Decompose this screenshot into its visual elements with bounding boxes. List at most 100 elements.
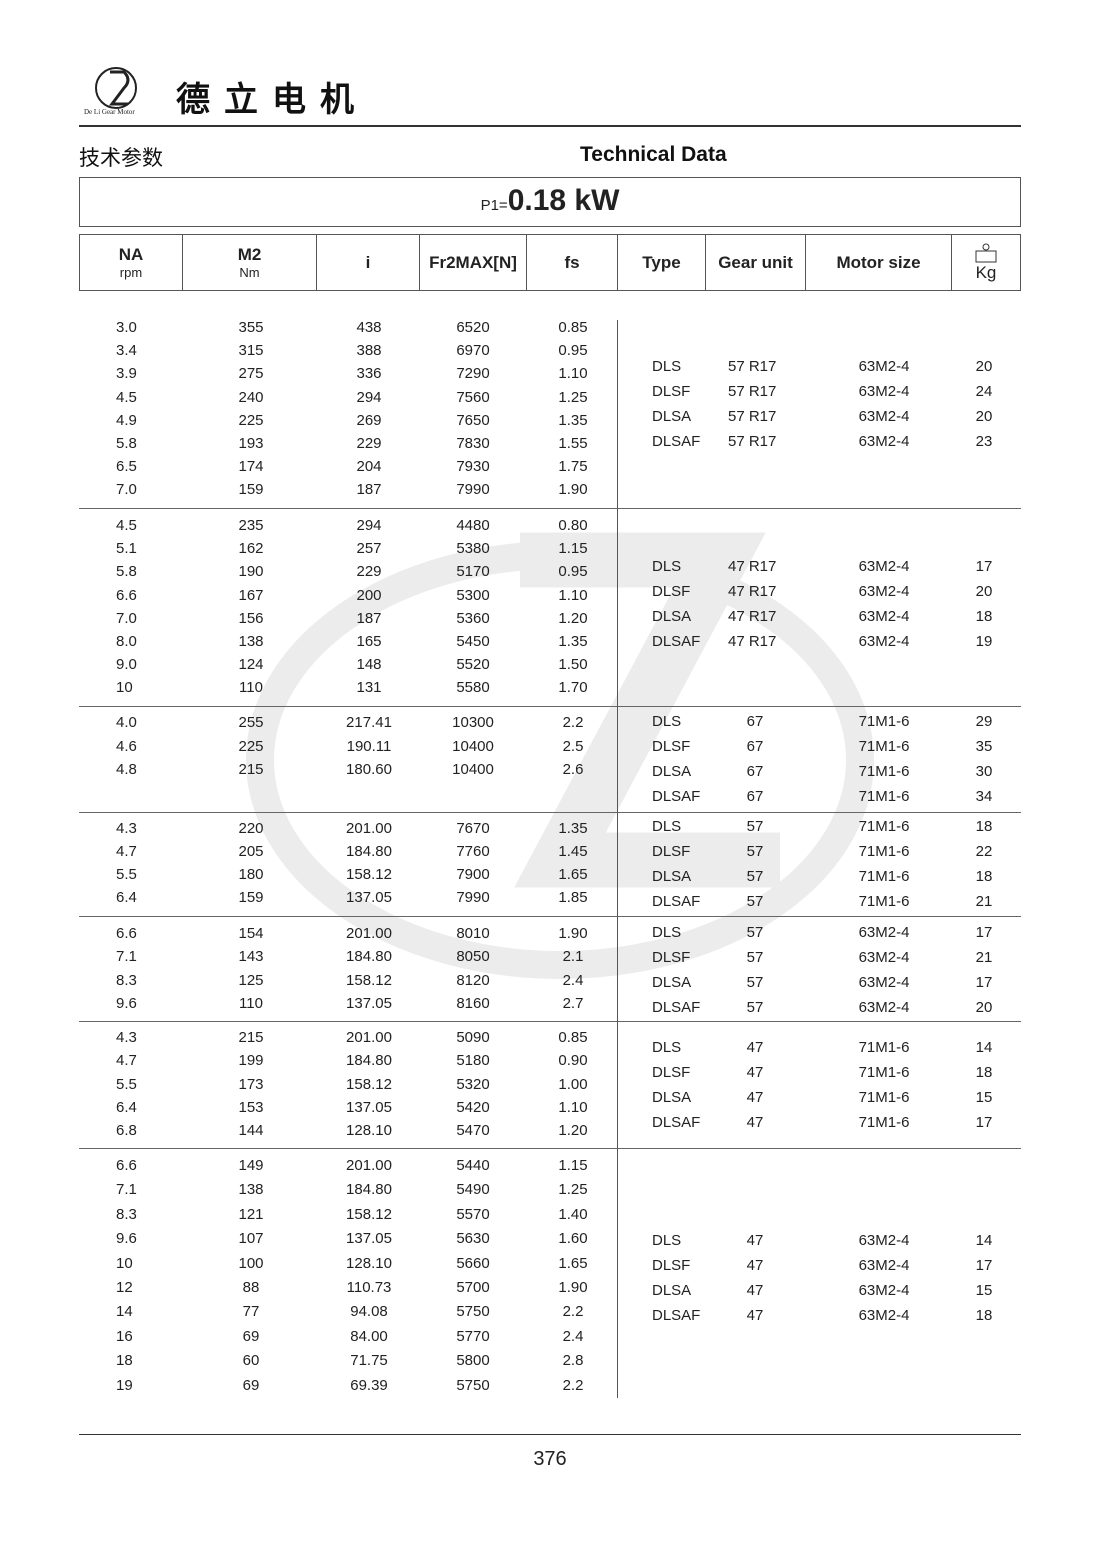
col-fr: Fr2MAX[N] bbox=[420, 235, 527, 290]
cell-m2: 159 bbox=[238, 889, 264, 906]
cell-m2: 107 bbox=[238, 1230, 264, 1248]
cell-fr: 6970 bbox=[456, 342, 490, 360]
cell-type: DLSA bbox=[652, 608, 692, 625]
cell-motor-size: 63M2-4 bbox=[858, 558, 910, 575]
cell-weight: 21 bbox=[975, 893, 993, 910]
cell-fs: 1.85 bbox=[558, 889, 588, 906]
cell-fr: 5490 bbox=[456, 1181, 490, 1199]
cell-motor-size: 63M2-4 bbox=[858, 408, 910, 425]
cell-motor-size: 71M1-6 bbox=[858, 1064, 910, 1081]
cell-type: DLSF bbox=[652, 1257, 691, 1274]
cell-gear-unit: 57 bbox=[746, 818, 764, 835]
col-weight-unit: Kg bbox=[975, 262, 997, 282]
cell-motor-size: 71M1-6 bbox=[858, 763, 910, 780]
cell-na: 3.9 bbox=[116, 365, 137, 383]
cell-type: DLS bbox=[652, 818, 682, 835]
cell-m2: 88 bbox=[242, 1279, 260, 1296]
cell-weight: 14 bbox=[975, 1039, 993, 1056]
cell-i: 137.05 bbox=[346, 1230, 392, 1248]
cell-motor-size: 63M2-4 bbox=[858, 1232, 910, 1249]
cell-motor-size: 63M2-4 bbox=[858, 949, 910, 966]
cell-gear-unit: 57 bbox=[746, 893, 764, 910]
col-motor-size-label: Motor size bbox=[836, 252, 921, 272]
cell-i: 158.12 bbox=[346, 971, 392, 989]
cell-m2: 156 bbox=[238, 609, 264, 627]
cell-m2: 143 bbox=[238, 948, 264, 966]
cell-fr: 5520 bbox=[456, 656, 490, 674]
cell-i: 201.00 bbox=[346, 925, 392, 942]
cell-i: 269 bbox=[356, 411, 382, 429]
cell-m2: 199 bbox=[238, 1052, 264, 1070]
cell-m2: 167 bbox=[238, 586, 264, 604]
cell-na: 6.5 bbox=[116, 458, 137, 476]
cell-m2: 275 bbox=[238, 365, 264, 383]
cell-na: 7.0 bbox=[116, 609, 137, 627]
cell-type: DLSA bbox=[652, 408, 692, 425]
col-fs-label: fs bbox=[564, 252, 580, 272]
cell-motor-size: 63M2-4 bbox=[858, 583, 910, 600]
group-separator bbox=[79, 706, 1021, 707]
col-m2-unit: Nm bbox=[239, 265, 260, 280]
cell-motor-size: 71M1-6 bbox=[858, 1114, 910, 1131]
col-gear-unit-label: Gear unit bbox=[718, 252, 793, 272]
cell-gear-unit: 57 bbox=[746, 868, 764, 885]
cell-fs: 0.95 bbox=[558, 563, 588, 581]
cell-type: DLSAF bbox=[652, 893, 701, 910]
cell-fs: 1.55 bbox=[558, 435, 588, 452]
cell-gear-unit: 57 R17 bbox=[728, 383, 777, 400]
col-na-unit: rpm bbox=[119, 265, 143, 280]
cell-i: 294 bbox=[356, 517, 382, 534]
cell-na: 3.0 bbox=[116, 319, 137, 336]
cell-m2: 100 bbox=[238, 1254, 264, 1272]
cell-fs: 1.35 bbox=[558, 411, 588, 429]
cell-motor-size: 63M2-4 bbox=[858, 924, 910, 941]
cell-weight: 15 bbox=[975, 1282, 993, 1299]
cell-na: 6.6 bbox=[116, 586, 137, 604]
cell-fs: 2.4 bbox=[562, 1327, 584, 1345]
cell-fr: 5450 bbox=[456, 633, 490, 650]
cell-fs: 1.10 bbox=[558, 586, 588, 604]
cell-weight: 17 bbox=[975, 558, 993, 575]
cell-fr: 5580 bbox=[456, 679, 490, 697]
col-i: i bbox=[317, 235, 420, 290]
cell-fr: 7760 bbox=[456, 843, 490, 860]
col-m2: M2 Nm bbox=[183, 235, 317, 290]
cell-type: DLSF bbox=[652, 583, 691, 600]
cell-weight: 18 bbox=[975, 818, 993, 835]
cell-fr: 6520 bbox=[456, 319, 490, 336]
cell-fs: 1.90 bbox=[558, 481, 588, 499]
cell-i: 128.10 bbox=[346, 1122, 392, 1140]
cell-weight: 17 bbox=[975, 1114, 993, 1131]
cell-type: DLS bbox=[652, 558, 682, 575]
cell-m2: 159 bbox=[238, 481, 264, 499]
cell-fr: 5630 bbox=[456, 1230, 490, 1248]
cell-fr: 7930 bbox=[456, 458, 490, 476]
cell-m2: 255 bbox=[238, 714, 264, 731]
cell-weight: 30 bbox=[975, 763, 993, 780]
col-gear-unit: Gear unit bbox=[706, 235, 806, 290]
cell-fr: 5750 bbox=[456, 1303, 490, 1321]
cell-m2: 144 bbox=[238, 1122, 264, 1140]
cell-gear-unit: 67 bbox=[746, 713, 764, 730]
cell-gear-unit: 57 R17 bbox=[728, 408, 777, 425]
cell-na: 4.6 bbox=[116, 737, 137, 755]
cell-type: DLSF bbox=[652, 843, 691, 860]
cell-gear-unit: 47 R17 bbox=[728, 583, 777, 600]
cell-fr: 7290 bbox=[456, 365, 490, 383]
cell-i: 84.00 bbox=[350, 1327, 388, 1345]
cell-motor-size: 63M2-4 bbox=[858, 1282, 910, 1299]
cell-fr: 4480 bbox=[456, 517, 490, 534]
cell-fs: 1.35 bbox=[558, 820, 588, 837]
cell-m2: 174 bbox=[238, 458, 264, 476]
cell-i: 137.05 bbox=[346, 889, 392, 906]
cell-weight: 21 bbox=[975, 949, 993, 966]
power-banner: P1=0.18 kW bbox=[79, 177, 1021, 227]
cell-gear-unit: 47 R17 bbox=[728, 558, 777, 575]
cell-m2: 215 bbox=[238, 1029, 264, 1046]
cell-fs: 1.90 bbox=[558, 1279, 588, 1296]
cell-m2: 225 bbox=[238, 411, 264, 429]
cell-na: 10 bbox=[116, 679, 133, 697]
cell-gear-unit: 47 bbox=[746, 1307, 764, 1324]
cell-gear-unit: 47 bbox=[746, 1089, 764, 1106]
cell-i: 187 bbox=[356, 481, 382, 499]
